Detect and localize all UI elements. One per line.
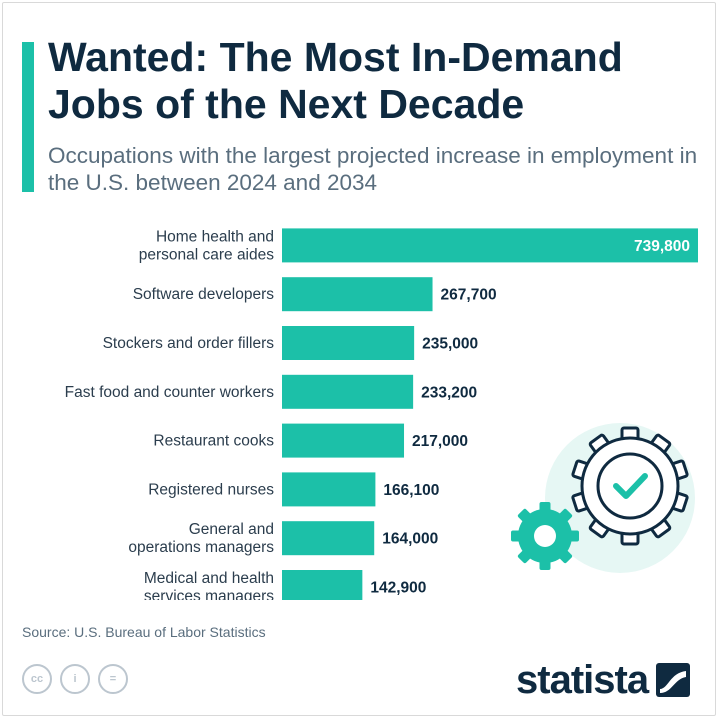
- value-label: 235,000: [422, 336, 478, 353]
- bar-6: [282, 472, 376, 507]
- statista-logo-icon: [656, 663, 691, 697]
- value-label: 233,200: [421, 384, 477, 401]
- category-label: Restaurant cooks: [153, 433, 274, 450]
- category-label: Medical and health services managers: [144, 570, 274, 600]
- statista-logo[interactable]: statista: [516, 658, 691, 702]
- bar-1: [282, 228, 698, 263]
- source-note: Source: U.S. Bureau of Labor Statistics: [22, 624, 266, 640]
- value-label: 267,700: [441, 287, 497, 304]
- value-label: 217,000: [412, 433, 468, 450]
- statista-wordmark: statista: [516, 658, 649, 702]
- cc-icon: cc: [22, 664, 52, 694]
- chart-title: Wanted: The Most In-Demand Jobs of the N…: [48, 34, 623, 127]
- category-label: Fast food and counter workers: [65, 384, 275, 401]
- value-label: 739,800: [634, 238, 690, 255]
- small-gear-icon: [511, 502, 579, 570]
- category-label: Registered nurses: [148, 481, 274, 498]
- bar-2: [282, 277, 433, 312]
- nd-equals-icon: =: [98, 664, 128, 694]
- bar-3: [282, 326, 415, 360]
- bar-5: [282, 423, 405, 458]
- gear-check-icon: [571, 426, 689, 546]
- bar-chart: Home health and personal care aides 739,80…: [65, 228, 698, 600]
- bar-4: [282, 374, 414, 409]
- value-label: 164,000: [382, 531, 438, 548]
- category-label: Software developers: [133, 286, 275, 303]
- by-person-icon: i: [60, 664, 90, 694]
- category-label: General and operations managers: [128, 521, 274, 556]
- bar-8: [282, 570, 363, 600]
- title-accent-bar: [22, 42, 34, 192]
- bar-7: [282, 521, 375, 556]
- category-label: Stockers and order fillers: [103, 335, 275, 352]
- value-label: 166,100: [383, 482, 439, 499]
- category-label: Home health and personal care aides: [139, 228, 275, 263]
- chart-subtitle: Occupations with the largest projected i…: [48, 143, 698, 195]
- value-label: 142,900: [370, 580, 426, 597]
- license-icons: cc i =: [22, 664, 128, 694]
- gear-check-illustration: [511, 423, 695, 573]
